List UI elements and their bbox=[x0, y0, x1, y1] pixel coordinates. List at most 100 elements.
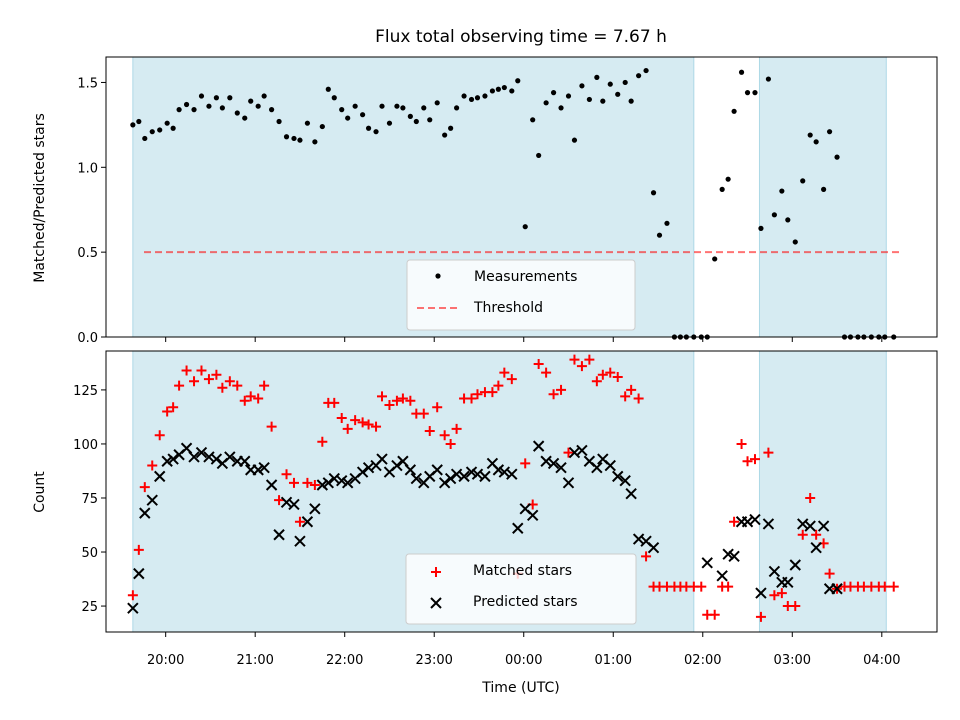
matched-point bbox=[736, 438, 747, 449]
matched-point bbox=[445, 438, 456, 449]
predicted-point bbox=[252, 464, 264, 476]
y-tick-label: 50 bbox=[81, 546, 98, 561]
measurement-point bbox=[826, 129, 833, 135]
measurement-point bbox=[643, 67, 649, 74]
x-axis-label: Time (UTC) bbox=[481, 680, 559, 696]
panel-frame bbox=[105, 56, 938, 338]
matched-point bbox=[266, 421, 277, 432]
predicted-point bbox=[127, 602, 139, 614]
matched-point bbox=[742, 456, 753, 467]
measurement-point bbox=[297, 137, 303, 143]
matched-point bbox=[709, 609, 720, 620]
measurement-point bbox=[325, 86, 331, 92]
matched-point bbox=[729, 516, 740, 527]
measurement-point bbox=[807, 132, 813, 138]
measurement-point bbox=[283, 134, 290, 140]
matched-point bbox=[329, 397, 340, 408]
predicted-point bbox=[612, 470, 624, 483]
predicted-point bbox=[831, 583, 843, 595]
y-tick-label: 1.5 bbox=[77, 76, 98, 91]
predicted-point bbox=[154, 470, 166, 483]
predicted-point bbox=[716, 570, 728, 582]
measurement-point bbox=[771, 212, 777, 218]
matched-point bbox=[309, 480, 320, 491]
matched-point bbox=[576, 361, 587, 372]
matched-point bbox=[584, 354, 595, 365]
measurement-point bbox=[495, 86, 501, 92]
predicted-point bbox=[817, 520, 830, 532]
matched-point bbox=[633, 393, 644, 404]
matched-point bbox=[239, 395, 250, 406]
matched-point bbox=[811, 529, 822, 540]
predicted-point bbox=[188, 451, 200, 463]
legend-box bbox=[406, 259, 636, 331]
matched-point bbox=[384, 400, 395, 411]
predicted-point bbox=[301, 516, 314, 528]
measurement-point bbox=[550, 90, 557, 96]
predicted-point bbox=[167, 453, 179, 465]
predicted-point bbox=[562, 477, 575, 489]
y-tick-label: 75 bbox=[81, 492, 98, 507]
measurement-point bbox=[586, 96, 592, 103]
measurement-point bbox=[565, 93, 572, 99]
matched-point bbox=[439, 430, 450, 441]
legend: Measurements Threshold bbox=[406, 259, 636, 331]
measurement-point bbox=[407, 113, 413, 119]
matched-point bbox=[274, 495, 285, 506]
matched-point bbox=[451, 423, 462, 434]
matched-point bbox=[797, 529, 808, 540]
y-tick-label: 25 bbox=[81, 600, 98, 615]
predicted-point bbox=[195, 446, 208, 459]
measurement-point bbox=[176, 107, 182, 113]
measurement-point bbox=[744, 90, 751, 96]
bottom-y-axis-label: Count bbox=[32, 471, 48, 513]
matched-point bbox=[620, 391, 631, 402]
measurement-point bbox=[622, 79, 628, 86]
matched-point bbox=[805, 492, 816, 503]
measurement-point bbox=[386, 120, 393, 126]
measurement-point bbox=[664, 220, 670, 226]
measurement-point bbox=[331, 95, 337, 101]
matched-point bbox=[723, 581, 734, 592]
matched-point bbox=[397, 393, 408, 404]
measurement-point bbox=[719, 186, 725, 192]
matched-point bbox=[168, 402, 179, 413]
matched-point bbox=[350, 415, 361, 426]
matched-point bbox=[288, 477, 299, 488]
measurement-point bbox=[142, 135, 148, 142]
matched-point bbox=[824, 568, 835, 579]
measurement-point bbox=[785, 217, 791, 223]
measurement-point bbox=[130, 122, 136, 128]
matched-point bbox=[196, 365, 207, 376]
predicted-point bbox=[322, 477, 335, 489]
predicted-point bbox=[722, 548, 734, 560]
matched-point bbox=[556, 384, 567, 395]
measurement-point bbox=[482, 93, 488, 99]
measurement-point bbox=[501, 84, 507, 91]
matched-point bbox=[363, 419, 374, 430]
y-tick-label: 100 bbox=[73, 438, 98, 453]
chart-title: Flux total observing time = 7.67 h bbox=[375, 27, 667, 47]
predicted-point bbox=[133, 567, 145, 580]
predicted-point bbox=[465, 466, 478, 478]
y-tick-label: 0.0 bbox=[77, 331, 98, 346]
matched-point bbox=[888, 581, 899, 592]
matched-point bbox=[472, 389, 483, 400]
measurement-point bbox=[725, 176, 731, 182]
matched-point bbox=[879, 581, 890, 592]
measurement-point bbox=[731, 108, 737, 114]
legend-label: Predicted stars bbox=[473, 594, 578, 610]
predicted-point bbox=[625, 487, 637, 500]
predicted-point bbox=[309, 503, 321, 515]
predicted-point bbox=[647, 541, 660, 554]
measurement-point bbox=[579, 83, 585, 89]
x-tick-label: 21:00 bbox=[236, 653, 273, 668]
matched-point bbox=[466, 393, 477, 404]
matched-point bbox=[127, 590, 138, 601]
predicted-point bbox=[782, 576, 794, 588]
matched-point bbox=[755, 611, 766, 622]
legend-box bbox=[405, 553, 637, 625]
matched-point bbox=[245, 391, 256, 402]
predicted-point bbox=[336, 474, 348, 487]
predicted-point bbox=[804, 520, 816, 532]
